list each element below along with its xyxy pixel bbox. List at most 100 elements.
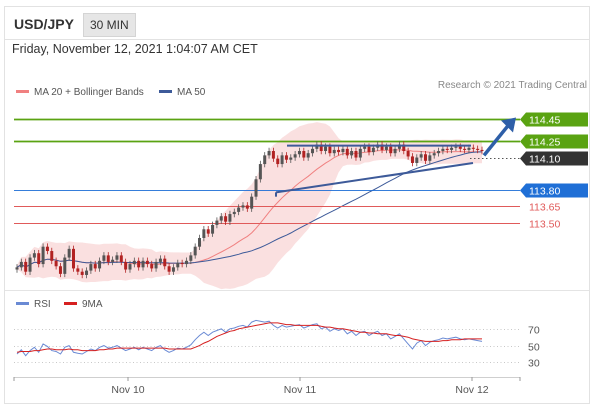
- rsi-9ma-line: [16, 322, 482, 353]
- candle-body: [293, 154, 297, 158]
- candle-body: [54, 260, 58, 267]
- candle-body: [254, 179, 258, 197]
- candle-body: [297, 151, 301, 155]
- candle-body: [428, 155, 432, 161]
- candle-body: [24, 261, 28, 272]
- candle-body: [419, 154, 423, 158]
- candle-body: [232, 211, 236, 215]
- candle-body: [319, 144, 323, 152]
- rsi-level-label: 70: [528, 325, 540, 337]
- channel-lower-line: [275, 161, 474, 194]
- candle-body: [158, 258, 162, 262]
- candle-body: [450, 147, 454, 150]
- candles: [15, 141, 484, 279]
- candle-body: [463, 148, 467, 150]
- candle-body: [315, 144, 319, 149]
- candle-body: [132, 260, 136, 265]
- timeframe-button[interactable]: 30 MIN: [83, 13, 136, 37]
- candle-body: [324, 146, 328, 152]
- candle-body: [345, 148, 349, 156]
- candle-body: [311, 148, 315, 154]
- candle-body: [289, 157, 293, 160]
- candle-body: [363, 146, 367, 149]
- legend-9ma-swatch: [64, 301, 77, 305]
- price-tag-label: 114.25: [529, 137, 560, 149]
- candle-body: [389, 146, 393, 154]
- candle-body: [206, 229, 210, 234]
- candle-body: [176, 262, 180, 268]
- candle-body: [402, 144, 406, 152]
- candle-body: [358, 148, 362, 158]
- target-arrow-head: [501, 117, 516, 133]
- candle-body: [202, 229, 206, 238]
- candle-body: [471, 147, 475, 149]
- legend-bollinger-label: MA 20 + Bollinger Bands: [34, 87, 144, 98]
- candle-body: [102, 255, 106, 261]
- candle-body: [476, 148, 480, 150]
- candle-body: [119, 255, 123, 262]
- candle-body: [189, 255, 193, 261]
- candle-body: [276, 158, 280, 165]
- candle-body: [58, 266, 62, 274]
- candle-body: [85, 270, 89, 275]
- candle-body: [454, 146, 458, 148]
- price-tag-label: 113.50: [529, 219, 560, 231]
- candle-body: [37, 253, 41, 265]
- candle-body: [458, 146, 462, 149]
- candle-body: [89, 264, 93, 271]
- price-tag-label: 113.80: [529, 186, 560, 198]
- candle-body: [367, 146, 371, 153]
- candle-body: [106, 255, 110, 262]
- candle-body: [337, 149, 341, 153]
- research-credit: Research © 2021 Trading Central: [437, 80, 587, 91]
- candle-body: [263, 155, 267, 165]
- candle-body: [384, 146, 388, 150]
- candle-body: [432, 153, 436, 156]
- candle-body: [180, 262, 184, 265]
- x-tick-label: Nov 11: [284, 384, 317, 396]
- candle-body: [93, 264, 97, 269]
- candle-body: [98, 260, 102, 269]
- price-tag: [520, 112, 588, 127]
- candle-body: [128, 264, 132, 270]
- candle-body: [371, 147, 375, 153]
- rsi-level-label: 50: [528, 342, 540, 354]
- candle-body: [341, 148, 345, 153]
- candle-body: [445, 148, 449, 150]
- candle-body: [150, 264, 154, 269]
- candle-body: [424, 154, 428, 161]
- candle-body: [397, 144, 401, 149]
- candle-body: [467, 147, 471, 150]
- price-tag: [520, 134, 588, 149]
- legend-rsi-swatch: [16, 301, 29, 305]
- candle-body: [393, 148, 397, 154]
- target-arrow-shaft: [482, 123, 511, 157]
- candle-body: [245, 205, 249, 209]
- candle-body: [480, 149, 484, 152]
- candle-body: [280, 155, 284, 165]
- price-tag-label: 114.10: [529, 154, 560, 166]
- candle-body: [415, 157, 419, 163]
- candle-body: [163, 258, 167, 267]
- price-tag-label: 114.45: [529, 115, 560, 127]
- candle-body: [19, 261, 23, 268]
- candle-body: [224, 216, 228, 222]
- legend-9ma: 9MA: [64, 299, 103, 310]
- candle-body: [193, 246, 197, 256]
- legend-bollinger-swatch: [16, 89, 29, 93]
- candle-body: [228, 214, 232, 222]
- candle-body: [111, 259, 115, 262]
- candle-body: [41, 246, 45, 265]
- candle-body: [354, 151, 358, 158]
- legend-rsi-label: RSI: [34, 299, 51, 310]
- price-tag-label: 113.65: [529, 202, 560, 214]
- candle-body: [406, 151, 410, 157]
- candle-body: [28, 257, 32, 272]
- candle-body: [184, 260, 188, 265]
- candle-body: [141, 260, 145, 268]
- candle-body: [167, 266, 171, 272]
- candle-body: [198, 237, 202, 247]
- chart-header: USD/JPY 30 MIN: [5, 7, 589, 40]
- candle-body: [267, 151, 271, 156]
